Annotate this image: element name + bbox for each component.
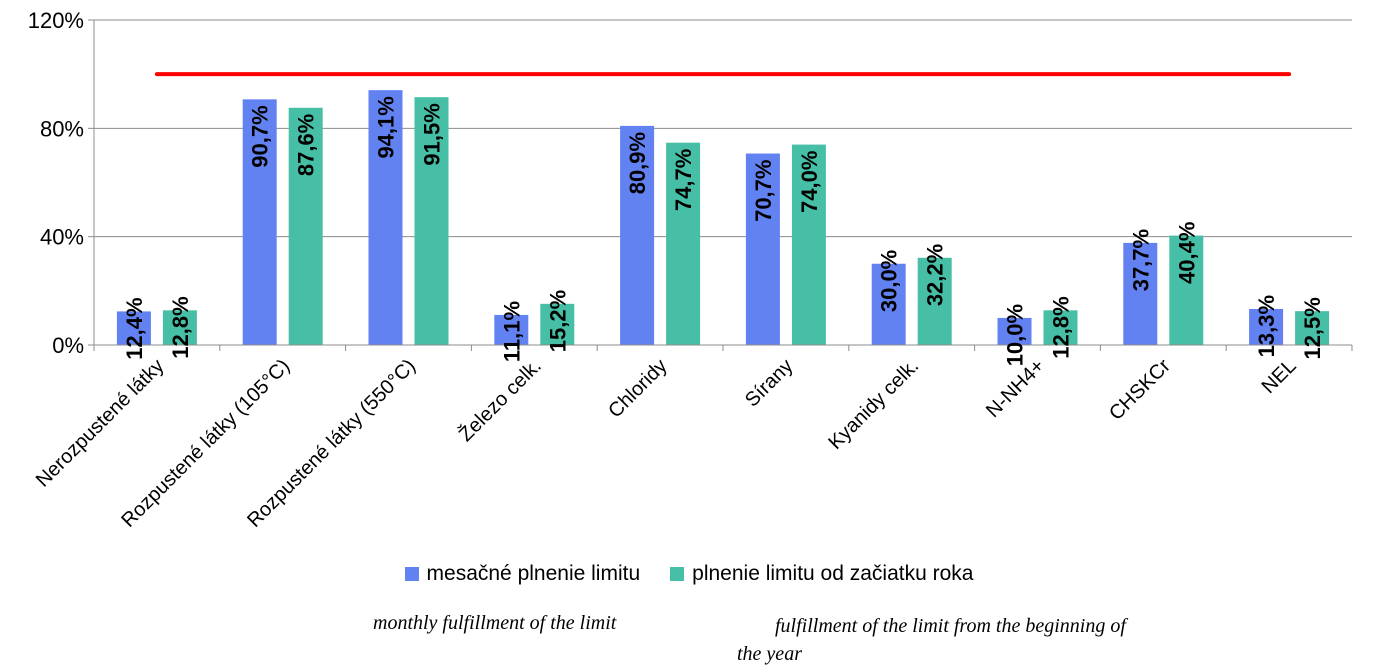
data-label-series-1: 94,1% [374,96,399,158]
category-label: Síran​y [741,355,797,411]
data-label-series-2: 74,0% [797,151,822,213]
bar-series-2 [666,142,701,345]
data-label-series-2: 74,7% [671,149,696,211]
data-label-series-2: 91,5% [420,103,445,165]
data-label-series-2: 40,4% [1174,222,1199,284]
data-label-series-1: 70,7% [751,160,776,222]
bar-series-1 [494,314,529,345]
bar-series-2 [540,303,575,345]
category-label: Železo celk. [454,354,546,446]
data-label-series-1: 37,7% [1128,229,1153,291]
bar-chart: 0%40%80%120%Nerozpustené látkyRozpustené… [28,8,1353,532]
y-tick-label: 40% [40,225,84,250]
data-labels: 12,4% 12,8% 90,7% 87,6% 94,1% 91,5% 11,1% 15,2%… [122,96,1325,366]
data-label-series-1: 30,0% [877,250,902,312]
bar-series-2 [791,144,826,345]
data-label-series-2: 12,8% [1049,296,1074,358]
bar-series-2 [1043,310,1078,345]
category-label: Kyanidy celk. [824,355,923,454]
bar-series-1 [116,311,151,345]
data-label-series-1: 13,3% [1254,295,1279,357]
bar-series-1 [745,153,780,345]
y-tick-label: 120% [28,8,84,33]
category-label: Nerozpustené látky [32,355,169,492]
data-label-series-1: 11,1% [499,301,524,362]
data-label-series-2: 32,2% [923,244,948,306]
bars [116,90,1330,346]
bar-series-2 [414,97,449,345]
data-label-series-2: 87,6% [294,114,319,176]
bar-series-1 [242,99,277,346]
category-label: CHSKCr [1105,355,1175,425]
bar-series-2 [162,310,197,345]
translation-series-1: monthly fulfillment of the limit [373,612,617,634]
legend-swatch-series-1 [404,567,419,581]
bar-series-2 [1295,311,1330,345]
bar-series-2 [917,257,952,345]
category-label: Chloridy [604,355,671,422]
data-label-series-1: 12,4% [122,297,147,359]
bar-series-1 [368,90,403,345]
y-tick-label: 0% [52,333,84,358]
bar-series-2 [288,107,323,345]
bar-series-1 [997,317,1032,345]
bar-series-2 [1169,235,1204,345]
legend-item-series-1: mesačné plnenie limitu [404,562,641,586]
y-tick-label: 80% [40,116,84,141]
data-label-series-2: 15,2% [545,290,570,352]
category-label: NEL [1258,355,1301,398]
translation-series-2: fulfillment of the limit from the beginn… [737,615,1126,665]
legend-swatch-series-2 [670,567,685,581]
bar-series-1 [1249,308,1284,345]
bar-series-1 [871,263,906,345]
gridlines [94,19,1352,238]
bar-series-1 [1123,242,1158,345]
data-label-series-1: 10,0% [1003,304,1028,366]
data-label-series-1: 90,7% [248,105,273,167]
legend-label-series-1: mesačné plnenie limitu [426,562,641,585]
data-label-series-2: 12,5% [1300,297,1325,359]
bar-series-1 [620,125,655,345]
data-label-series-2: 12,8% [168,296,193,358]
legend-label-series-2: plnenie limitu od začiatku roka [692,562,974,585]
data-label-series-1: 80,9% [625,132,650,194]
legend: mesačné plnenie limitu plnenie limitu od… [0,562,1378,586]
legend-item-series-2: plnenie limitu od začiatku roka [670,562,973,586]
